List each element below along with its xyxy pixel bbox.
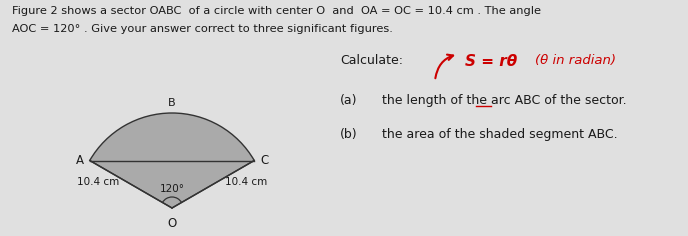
Text: S = rθ: S = rθ bbox=[465, 54, 517, 69]
Text: Figure 2 shows a sector OABC  of a circle with center O  and  OA = OC = 10.4 cm : Figure 2 shows a sector OABC of a circle… bbox=[12, 6, 541, 16]
Text: O: O bbox=[167, 217, 177, 230]
Text: the area of the shaded segment ABC.: the area of the shaded segment ABC. bbox=[382, 128, 618, 141]
Text: B: B bbox=[168, 98, 176, 108]
Text: (a): (a) bbox=[340, 94, 358, 107]
Text: AOC = 120° . Give your answer correct to three significant figures.: AOC = 120° . Give your answer correct to… bbox=[12, 24, 393, 34]
Text: (θ in radian): (θ in radian) bbox=[535, 54, 616, 67]
Text: (b): (b) bbox=[340, 128, 358, 141]
Text: the length of the arc ABC of the sector.: the length of the arc ABC of the sector. bbox=[382, 94, 627, 107]
Text: C: C bbox=[260, 154, 268, 167]
Text: A: A bbox=[76, 154, 84, 167]
Text: 10.4 cm: 10.4 cm bbox=[76, 177, 119, 187]
Text: Calculate:: Calculate: bbox=[340, 54, 403, 67]
Text: 10.4 cm: 10.4 cm bbox=[225, 177, 268, 187]
Text: 120°: 120° bbox=[160, 184, 184, 194]
Wedge shape bbox=[89, 113, 255, 208]
